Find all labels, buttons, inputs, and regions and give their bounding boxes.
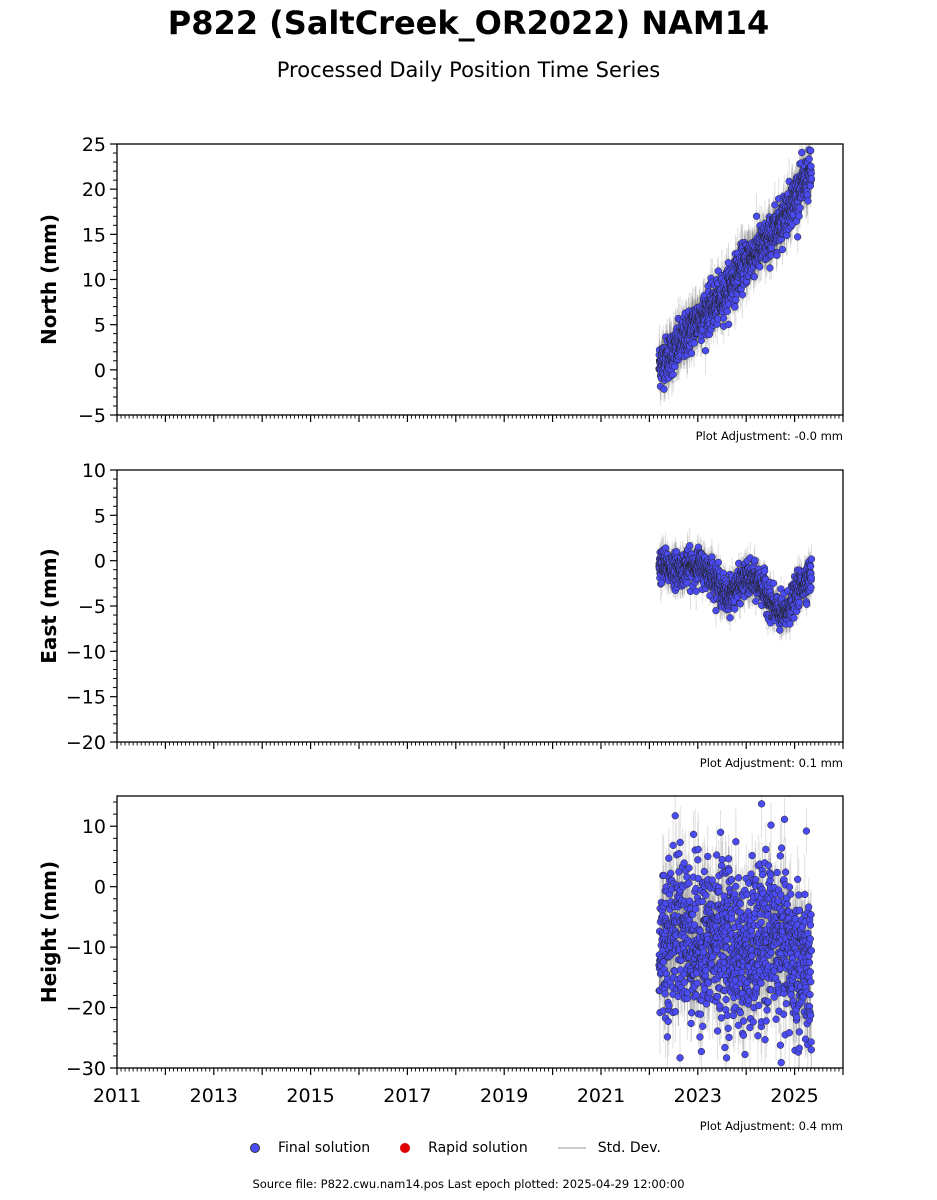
data-point: [712, 606, 720, 615]
data-point: [807, 583, 815, 592]
data-point: [672, 548, 681, 556]
data-point: [807, 574, 815, 582]
y-tick-label: 0: [94, 360, 106, 382]
panel-0-data: [655, 144, 816, 407]
data-point: [752, 212, 761, 220]
y-tick-label: 5: [94, 505, 106, 527]
panel-1-data: [655, 527, 816, 641]
data-point: [723, 307, 731, 316]
data-point: [783, 231, 791, 240]
y-tick-label: −10: [66, 641, 106, 663]
data-point: [708, 553, 716, 561]
chart-subtitle: Processed Daily Position Time Series: [276, 58, 661, 82]
data-point: [773, 251, 781, 260]
data-point: [731, 303, 739, 311]
data-point: [690, 339, 698, 347]
panel-0: −5 0 5 10 15 20 25 North (mm) Plot Adjustment: -…: [37, 134, 844, 443]
data-point: [669, 370, 677, 379]
y-tick-label: 5: [94, 315, 106, 337]
data-point: [794, 233, 802, 241]
y-tick-label: −5: [78, 596, 106, 618]
y-tick-label: 20: [82, 179, 106, 201]
data-point: [803, 191, 811, 199]
data-point: [736, 600, 744, 608]
data-point: [756, 263, 764, 271]
data-point: [766, 264, 774, 272]
data-point: [738, 291, 747, 299]
data-point: [790, 614, 798, 622]
data-point: [806, 562, 815, 570]
y-tick-label: −20: [66, 732, 106, 754]
y-tick-label: 10: [82, 460, 106, 482]
data-point: [778, 245, 787, 254]
data-point: [720, 314, 728, 322]
data-point: [751, 556, 759, 564]
data-point: [807, 555, 816, 563]
data-point: [803, 600, 811, 608]
data-point: [776, 626, 784, 634]
data-point: [760, 567, 769, 575]
chart-title: P822 (SaltCreek_OR2022) NAM14: [167, 4, 770, 42]
data-point: [687, 349, 696, 357]
data-point: [701, 347, 710, 355]
y-tick-label: 15: [82, 224, 106, 246]
data-point: [786, 620, 794, 628]
y-tick-label: 25: [82, 134, 106, 156]
data-point: [714, 558, 722, 567]
y-axis-label: North (mm): [37, 214, 61, 345]
data-point: [806, 146, 815, 155]
y-tick-label: −5: [78, 405, 106, 427]
data-point: [692, 587, 700, 595]
data-point: [731, 605, 739, 613]
data-point: [686, 542, 694, 550]
data-point: [804, 197, 812, 205]
data-point: [725, 320, 733, 328]
data-point: [798, 148, 806, 157]
data-point: [806, 182, 815, 190]
data-point: [771, 201, 779, 209]
data-point: [807, 162, 815, 170]
data-point: [795, 598, 803, 607]
y-tick-label: −15: [66, 687, 106, 709]
data-point: [750, 273, 758, 281]
data-point: [796, 204, 804, 212]
data-point: [726, 614, 734, 622]
y-tick-label: 0: [94, 551, 106, 573]
data-point: [805, 155, 813, 163]
data-point: [752, 597, 760, 605]
data-point: [769, 579, 778, 587]
plot-adjustment: Plot Adjustment: -0.0 mm: [696, 429, 843, 443]
data-point: [795, 212, 803, 220]
y-tick-label: 10: [82, 270, 106, 292]
data-point: [660, 385, 668, 393]
data-point: [807, 175, 816, 183]
